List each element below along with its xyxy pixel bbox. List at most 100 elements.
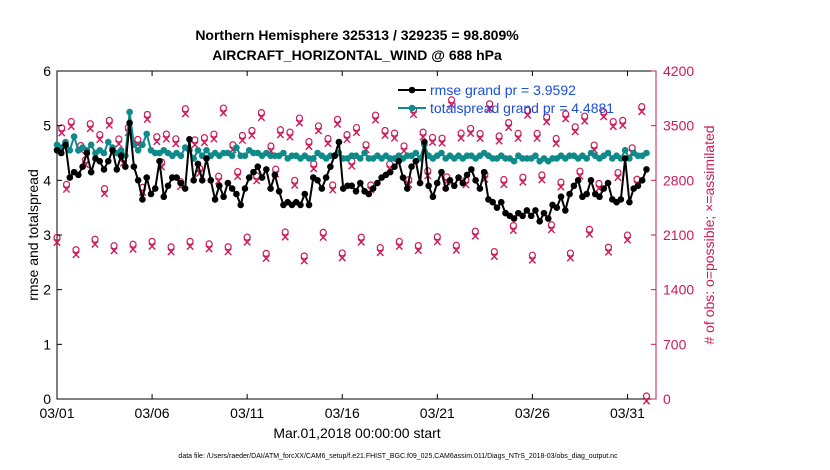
obs-possible-marker [267,142,275,150]
rmse-point [139,196,146,203]
obs-assimilated-marker [248,131,256,140]
rmse-point [335,138,343,146]
obs-assimilated-marker [457,134,465,142]
obs-assimilated-marker [72,251,80,259]
rmse-point [113,166,121,173]
obs-possible-marker [357,233,365,241]
rmse-point [416,179,424,187]
obs-assimilated-marker [500,180,508,189]
rmse-point [617,196,625,203]
obs-assimilated-marker [172,140,180,148]
totalspread-point [361,149,368,157]
obs-possible-marker [67,117,75,126]
obs-possible-marker [438,134,446,142]
rmse-point [134,177,142,184]
rmse-point [493,204,501,211]
rmse-point [365,190,373,198]
obs-assimilated-marker [143,115,152,124]
obs-possible-marker [538,171,546,179]
totalspread-point [510,157,518,165]
obs-possible-marker [552,134,560,143]
y2-tick-label: 2100 [663,227,694,243]
obs-possible-marker [638,103,646,111]
obs-possible-marker [338,249,346,257]
obs-possible-marker [390,129,399,137]
rmse-point [331,152,338,160]
rmse-point [130,163,138,170]
obs-possible-marker [381,126,389,135]
rmse-point [79,163,86,170]
rmse-point [356,179,364,187]
rmse-point [263,166,270,173]
rmse-point [374,179,381,187]
obs-assimilated-marker [466,129,475,138]
obs-possible-marker [134,135,142,144]
obs-assimilated-marker [276,131,285,139]
obs-possible-marker [500,175,508,184]
obs-assimilated-marker [324,139,332,148]
obs-assimilated-marker [205,245,213,253]
obs-assimilated-marker [552,139,560,148]
legend: rmse grand pr = 3.9592 totalspread grand… [398,82,614,116]
x-tick-label: 03/31 [610,405,645,421]
obs-possible-marker [476,130,484,138]
totalspread-point [87,141,95,149]
rmse-point [527,212,535,220]
rmse-point [570,182,578,190]
obs-possible-marker [115,135,123,143]
obs-possible-marker [371,111,380,119]
obs-assimilated-marker [595,184,603,193]
totalspread-point [532,152,539,160]
rmse-point [220,193,227,201]
obs-possible-marker [533,129,541,137]
obs-assimilated-marker [619,121,627,130]
rmse-point [523,207,531,214]
y-tick-label: 6 [43,63,51,79]
obs-assimilated-marker [62,185,71,194]
rmse-point [352,187,360,195]
chart-title-line-1: Northern Hemisphere 325313 / 329235 = 98… [195,27,519,43]
obs-assimilated-marker [428,138,437,147]
rmse-point [194,160,202,168]
obs-assimilated-marker [67,122,75,131]
rmse-point [241,185,249,192]
obs-possible-marker [172,135,180,143]
obs-assimilated-marker [580,117,589,125]
obs-possible-marker [143,110,151,119]
obs-possible-marker [205,240,213,248]
rmse-point [626,198,633,206]
rmse-point [536,218,543,225]
rmse-point [57,149,65,157]
legend-spread-marker [408,104,416,112]
rmse-point [216,182,223,190]
totalspread-point [194,146,202,154]
totalspread-point [643,149,650,157]
obs-assimilated-marker [623,236,632,244]
obs-possible-marker [490,248,498,256]
obs-possible-marker [623,231,632,239]
x-tick-label: 03/16 [325,405,360,421]
obs-possible-marker [543,113,551,121]
obs-possible-marker [148,237,156,245]
rmse-point [489,198,497,206]
rmse-point [233,190,240,198]
axes: 03/01 03/06 03/11 03/16 03/21 03/26 03/31 0 1 2 3 4… [39,63,694,421]
rmse-point [156,157,163,165]
rmse-point [621,155,629,162]
obs-possible-marker [300,252,308,260]
rmse-point [476,185,484,192]
obs-assimilated-marker [200,138,209,147]
obs-possible-marker [224,243,232,251]
obs-assimilated-marker [100,189,109,198]
rmse-point [164,182,172,190]
rmse-point [459,179,467,187]
obs-assimilated-marker [262,254,270,263]
obs-assimilated-marker [224,248,232,256]
obs-possible-marker [524,106,532,114]
rmse-point [553,204,561,211]
y2-tick-label: 700 [663,336,687,352]
obs-assimilated-marker [338,254,346,262]
obs-possible-marker [86,120,94,128]
obs-assimilated-marker [348,162,356,170]
